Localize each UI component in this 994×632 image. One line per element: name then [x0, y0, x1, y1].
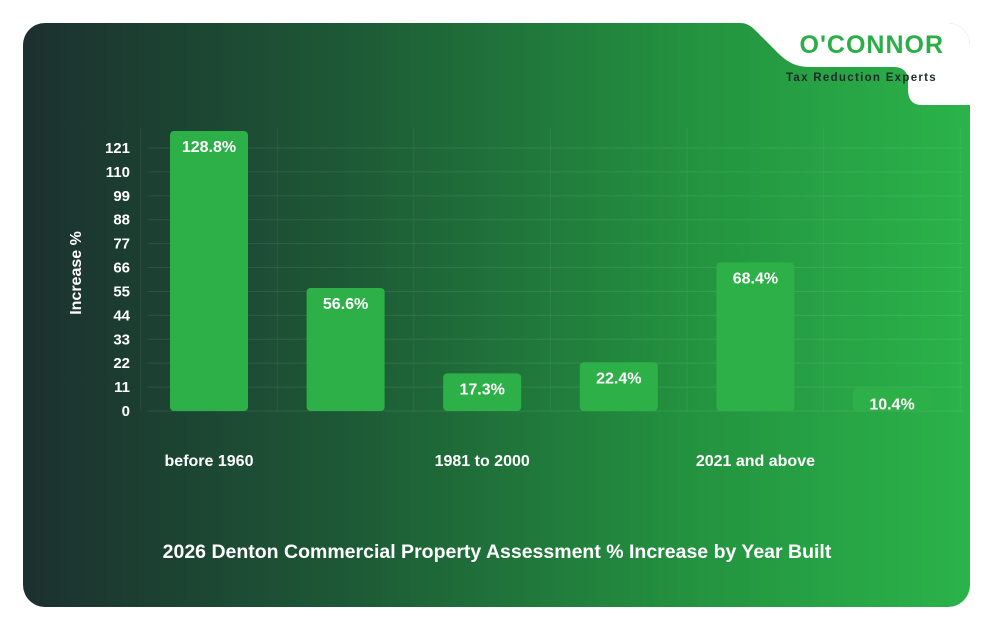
- bar: [716, 262, 795, 411]
- y-tick-label: 88: [113, 212, 130, 229]
- data-label: 22.4%: [596, 370, 641, 387]
- logo-tagline: Tax Reduction Experts: [785, 72, 937, 84]
- chart-card: 0 11 22 33 44 55 66 77 88 99 110 121 128.8% before 19…: [23, 23, 970, 607]
- y-tick-label: 99: [113, 188, 130, 205]
- bar: [853, 388, 931, 411]
- y-tick-label: 0: [122, 403, 130, 420]
- y-tick-label: 44: [113, 307, 130, 324]
- logo: O'CONNOR Tax Reduction Experts: [740, 23, 970, 105]
- data-label: 10.4%: [869, 396, 914, 413]
- y-tick-label: 22: [113, 355, 130, 372]
- data-label: 68.4%: [733, 270, 778, 287]
- y-tick-label: 33: [113, 331, 130, 348]
- y-tick-label: 121: [105, 140, 130, 157]
- data-label: 128.8%: [182, 139, 236, 156]
- y-tick-label: 66: [113, 260, 130, 277]
- logo-name: O'CONNOR: [799, 31, 944, 59]
- bar: [306, 287, 385, 411]
- y-tick-label: 110: [106, 164, 130, 181]
- bar: [443, 373, 522, 411]
- x-tick-label: before 1960: [165, 453, 254, 470]
- data-label: 17.3%: [460, 381, 505, 398]
- x-tick-label: 2021 and above: [696, 453, 815, 470]
- y-axis-label: Increase %: [68, 231, 85, 315]
- y-tick-label: 77: [113, 236, 130, 253]
- bar-chart: 0 11 22 33 44 55 66 77 88 99 110 121 128.8% before 19…: [68, 128, 963, 470]
- bar: [170, 131, 248, 412]
- chart-title: 2026 Denton Commercial Property Assessme…: [162, 541, 832, 563]
- logo-tab-shape: [740, 23, 970, 105]
- data-label: 56.6%: [323, 296, 368, 313]
- bar: [579, 362, 658, 411]
- y-tick-label: 55: [113, 283, 130, 300]
- y-tick-label: 11: [114, 379, 130, 396]
- x-tick-label: 1981 to 2000: [435, 453, 530, 470]
